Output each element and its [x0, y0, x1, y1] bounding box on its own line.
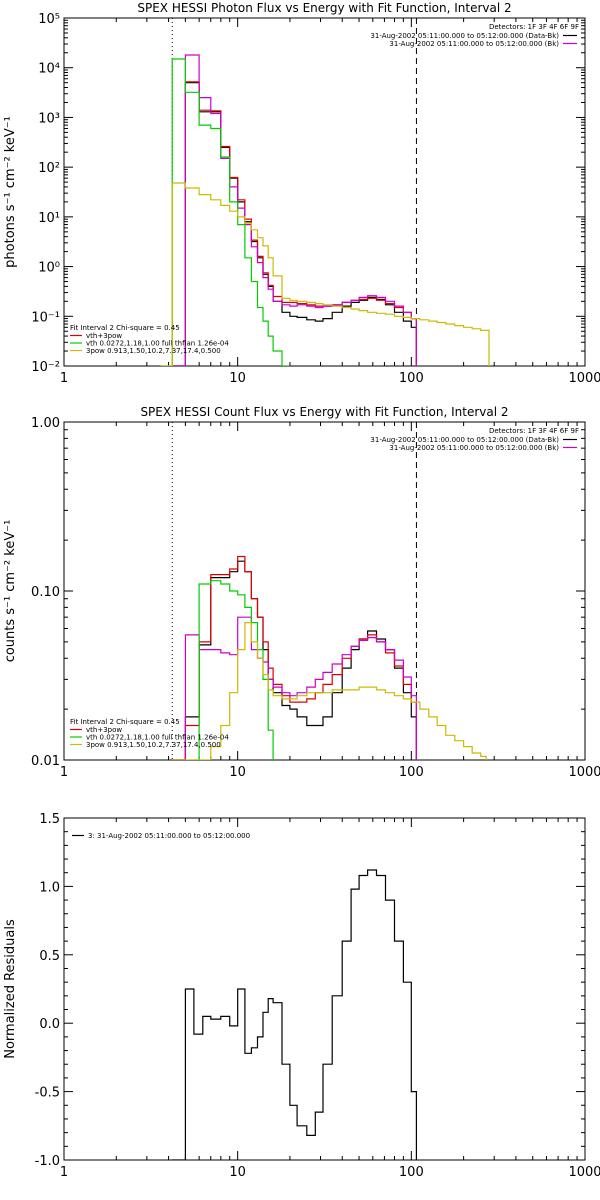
- x-tick-label: 1000: [568, 765, 600, 780]
- fit-summary: Fit Interval 2 Chi-square = 0.45: [70, 324, 180, 332]
- y-tick-label: 10¹: [38, 211, 60, 226]
- y-axis-label: Normalized Residuals: [3, 919, 18, 1059]
- y-tick-label: -1.0: [35, 1154, 60, 1169]
- legend-label: 3pow 0.913,1.50,10.2,7.37,17.4,0.500: [86, 741, 221, 749]
- x-tick-label: 1: [60, 1165, 68, 1180]
- series-line-5: [160, 182, 490, 366]
- x-tick-label: 1: [60, 371, 68, 386]
- y-axis-label: photons s⁻¹ cm⁻² keV⁻¹: [3, 116, 18, 268]
- y-tick-label: 0.01: [31, 754, 60, 769]
- series-line-3: [172, 54, 417, 366]
- legend-label: vth 0.0272,1.18,1.00 full thflan 1.26e-0…: [86, 340, 229, 348]
- chart-panel-2: SPEX HESSI Count Flux vs Energy with Fit…: [3, 405, 600, 780]
- chart-panel-3: 1 10 100 1000 -1.0 -0.5 0.0 0.5 1.0 1.5 Normalized…: [3, 812, 600, 1180]
- data-layer: [171, 422, 487, 760]
- plot-frame: [63, 817, 586, 1161]
- legend-top-right: 31-Aug-2002 05:11:00.000 to 05:12:00.000…: [370, 32, 577, 48]
- legend-label: vth 0.0272,1.18,1.00 full thflan 1.26e-0…: [86, 734, 229, 742]
- legend-label: 31-Aug-2002 05:11:00.000 to 05:12:00.000…: [370, 32, 559, 40]
- data-layer: [160, 18, 490, 366]
- legend-label: 3: 31-Aug-2002 05:11:00.000 to 05:12:00.…: [88, 832, 250, 840]
- series-line-2: [172, 555, 417, 760]
- x-axis: 1 10 100 1000: [60, 818, 600, 1180]
- series-line-4: [160, 58, 290, 366]
- chart-panel-1: SPEX HESSI Photon Flux vs Energy with Fi…: [3, 1, 600, 386]
- y-tick-label: 1.00: [31, 416, 60, 431]
- x-axis: 1 10 100 1000: [60, 422, 600, 780]
- legend-label: 31-Aug-2002 05:11:00.000 to 05:12:00.000…: [389, 444, 559, 452]
- x-tick-label: 100: [399, 371, 424, 386]
- legend-top-right: 31-Aug-2002 05:11:00.000 to 05:12:00.000…: [370, 436, 577, 452]
- y-tick-label: 1.0: [39, 880, 60, 895]
- x-tick-label: 1000: [568, 371, 600, 386]
- series-line-3: [172, 616, 417, 760]
- x-tick-label: 10: [229, 371, 246, 386]
- detectors-label: Detectors: 1F 3F 4F 6F 9F: [489, 23, 579, 31]
- plot-frame: [63, 421, 586, 761]
- y-axis: -1.0 -0.5 0.0 0.5 1.0 1.5: [35, 812, 585, 1169]
- series-line-1: [172, 560, 417, 760]
- x-tick-label: 10: [229, 765, 246, 780]
- legend-label: 3pow 0.913,1.50,10.2,7.37,17.4,0.500: [86, 347, 221, 355]
- chart-title: SPEX HESSI Count Flux vs Energy with Fit…: [140, 405, 508, 419]
- data-layer: [172, 869, 417, 1160]
- y-tick-label: 10³: [38, 111, 60, 126]
- legend-top-left: 3: 31-Aug-2002 05:11:00.000 to 05:12:00.…: [72, 832, 250, 840]
- y-tick-label: 0.10: [31, 585, 60, 600]
- y-tick-label: 1.5: [39, 812, 60, 827]
- legend-label: vth+3pow: [86, 726, 122, 734]
- series-line-2: [172, 81, 417, 366]
- x-tick-label: 1: [60, 765, 68, 780]
- legend-label: vth+3pow: [86, 332, 122, 340]
- legend-label: 31-Aug-2002 05:11:00.000 to 05:12:00.000…: [370, 436, 559, 444]
- y-tick-label: 0.0: [39, 1017, 60, 1032]
- x-axis: 1 10 100 1000: [60, 18, 600, 386]
- legend-label: 31-Aug-2002 05:11:00.000 to 05:12:00.000…: [389, 40, 559, 48]
- series-line-5: [172, 622, 487, 760]
- y-tick-label: -0.5: [35, 1086, 60, 1101]
- y-tick-label: 10⁰: [38, 261, 60, 276]
- series-line-4: [193, 580, 274, 760]
- y-tick-label: 0.5: [39, 949, 60, 964]
- y-tick-label: 10⁵: [38, 12, 60, 27]
- fit-summary: Fit Interval 2 Chi-square = 0.45: [70, 718, 180, 726]
- detectors-label: Detectors: 1F 3F 4F 6F 9F: [489, 427, 579, 435]
- y-axis: 0.01 0.10 1.00: [31, 416, 585, 769]
- x-tick-label: 100: [399, 1165, 424, 1180]
- x-tick-label: 10: [229, 1165, 246, 1180]
- y-tick-label: 10⁻²: [31, 360, 60, 375]
- y-axis: 10⁻² 10⁻¹ 10⁰ 10¹ 10² 10³ 10⁴ 10⁵: [31, 12, 585, 375]
- series-line-1: [172, 869, 417, 1160]
- plot-frame: [63, 17, 586, 367]
- y-tick-label: 10⁻¹: [31, 310, 60, 325]
- x-tick-label: 1000: [568, 1165, 600, 1180]
- y-tick-label: 10⁴: [38, 62, 60, 77]
- series-line-1: [172, 82, 417, 366]
- chart-title: SPEX HESSI Photon Flux vs Energy with Fi…: [137, 1, 511, 15]
- y-axis-label: counts s⁻¹ cm⁻² keV⁻¹: [3, 520, 18, 663]
- y-tick-label: 10²: [38, 161, 60, 176]
- x-tick-label: 100: [399, 765, 424, 780]
